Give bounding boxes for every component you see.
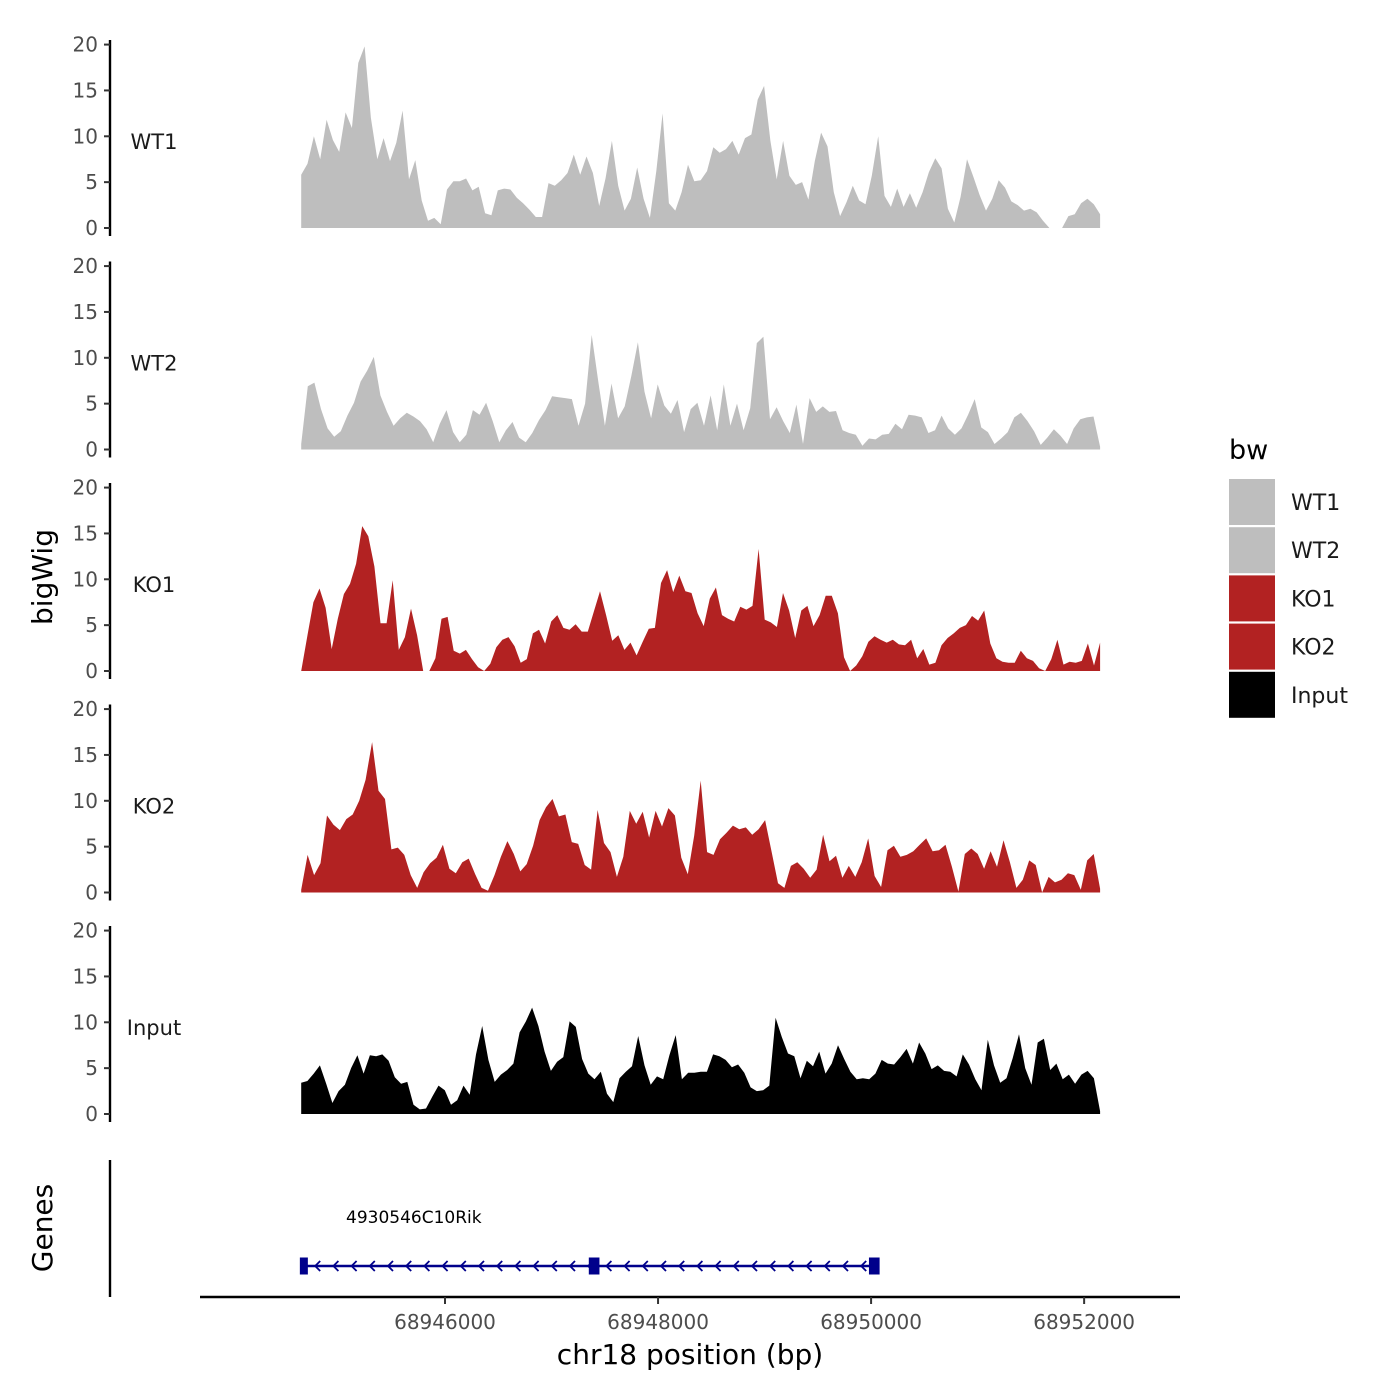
strand-arrow — [732, 1260, 740, 1272]
legend-swatch-input — [1229, 671, 1275, 718]
y-tick-label: 5 — [85, 392, 98, 416]
strand-arrow — [841, 1260, 849, 1272]
track-label: WT2 — [131, 351, 178, 375]
y-tick-label: 10 — [73, 124, 98, 148]
area-wt1 — [301, 46, 1101, 229]
x-axis: 68946000 68948000 68950000 68952000 — [200, 1295, 1180, 1334]
strand-arrow — [495, 1260, 503, 1272]
legend-swatch-ko2 — [1229, 623, 1275, 670]
strand-arrow — [404, 1260, 412, 1272]
strand-arrow — [313, 1260, 321, 1272]
strand-arrow — [532, 1260, 540, 1272]
y-tick-label: 15 — [73, 743, 98, 767]
y-tick-label: 0 — [85, 438, 98, 462]
legend-title: bw — [1229, 435, 1268, 466]
y-tick-label: 0 — [85, 216, 98, 240]
strand-arrow — [423, 1260, 431, 1272]
strand-arrow — [787, 1260, 795, 1272]
legend-label-wt1: WT1 — [1291, 491, 1340, 516]
y-tick-label: 15 — [73, 521, 98, 545]
y-tick-label: 20 — [73, 697, 98, 721]
track-label: KO2 — [133, 794, 176, 818]
strand-arrow — [441, 1260, 449, 1272]
strand-arrow — [696, 1260, 704, 1272]
gene-name-label: 4930546C10Rik — [346, 1208, 482, 1228]
track-ko1: 0 5 10 15 20 KO1 — [73, 476, 1101, 683]
y-tick-label: 5 — [85, 1056, 98, 1080]
strand-arrow — [605, 1260, 613, 1272]
strand-arrow — [514, 1260, 522, 1272]
y-tick-label: 20 — [73, 33, 98, 57]
y-tick-label: 0 — [85, 1102, 98, 1126]
gene-exon — [588, 1257, 600, 1275]
y-tick-label: 20 — [73, 476, 98, 500]
strand-arrow — [368, 1260, 376, 1272]
legend-label-wt2: WT2 — [1291, 539, 1340, 564]
strand-arrow — [477, 1260, 485, 1272]
area-wt2 — [301, 334, 1101, 450]
strand-arrow — [714, 1260, 722, 1272]
y-tick-label: 15 — [73, 300, 98, 324]
strand-arrow — [641, 1260, 649, 1272]
track-label: Input — [127, 1016, 181, 1040]
strand-arrow — [677, 1260, 685, 1272]
strand-arrow — [386, 1260, 394, 1272]
y-tick-label: 5 — [85, 170, 98, 194]
x-tick-label: 68952000 — [1033, 1310, 1135, 1334]
track-input: 0 5 10 15 20 Input — [73, 919, 1101, 1126]
y-tick-label: 15 — [73, 964, 98, 988]
x-tick-label: 68946000 — [394, 1310, 496, 1334]
y-tick-label: 0 — [85, 881, 98, 905]
strand-arrow — [768, 1260, 776, 1272]
strand-arrow — [805, 1260, 813, 1272]
y-tick-label: 10 — [73, 789, 98, 813]
y-tick-label: 10 — [73, 567, 98, 591]
x-axis-title: chr18 position (bp) — [557, 1338, 823, 1371]
strand-arrow — [623, 1260, 631, 1272]
x-tick-label: 68948000 — [607, 1310, 709, 1334]
track-ko2: 0 5 10 15 20 KO2 — [73, 697, 1101, 905]
strand-arrow — [823, 1260, 831, 1272]
gene-exon — [299, 1257, 308, 1275]
legend: bw WT1 WT2 KO1 KO2 Input — [1229, 435, 1348, 718]
strand-arrow — [659, 1260, 667, 1272]
legend-label-ko2: KO2 — [1291, 636, 1336, 661]
y-tick-label: 10 — [73, 1010, 98, 1034]
strand-arrow — [859, 1260, 867, 1272]
gene-panel: 4930546C10Rik — [108, 1160, 880, 1297]
y-tick-label: 20 — [73, 254, 98, 278]
signal-tracks: 0 5 10 15 20 WT1 0 5 10 15 20 WT2 0 5 10 15 20 KO1 0 5 10 15 2… — [73, 33, 1101, 1126]
genes-axis-title: Genes — [26, 1184, 59, 1272]
strand-arrow — [550, 1260, 558, 1272]
legend-swatch-wt2 — [1229, 527, 1275, 574]
y-tick-label: 15 — [73, 78, 98, 102]
y-axis-title: bigWig — [26, 529, 59, 625]
legend-swatch-ko1 — [1229, 575, 1275, 622]
legend-swatch-wt1 — [1229, 479, 1275, 525]
y-tick-label: 0 — [85, 659, 98, 683]
gene-exon — [868, 1257, 880, 1275]
track-label: KO1 — [133, 573, 176, 597]
area-ko1 — [301, 526, 1101, 671]
strand-arrow — [350, 1260, 358, 1272]
y-tick-label: 5 — [85, 613, 98, 637]
area-input — [301, 1007, 1101, 1114]
legend-label-input: Input — [1291, 684, 1348, 709]
strand-arrow — [568, 1260, 576, 1272]
y-tick-label: 10 — [73, 346, 98, 370]
x-tick-label: 68950000 — [820, 1310, 922, 1334]
strand-arrow — [459, 1260, 467, 1272]
y-tick-label: 20 — [73, 919, 98, 943]
strand-arrow — [750, 1260, 758, 1272]
track-wt2: 0 5 10 15 20 WT2 — [73, 254, 1101, 462]
track-label: WT1 — [131, 130, 178, 154]
track-wt1: 0 5 10 15 20 WT1 — [73, 33, 1101, 240]
area-ko2 — [301, 742, 1101, 893]
strand-arrow — [332, 1260, 340, 1272]
y-tick-label: 5 — [85, 835, 98, 859]
legend-label-ko1: KO1 — [1291, 587, 1336, 612]
